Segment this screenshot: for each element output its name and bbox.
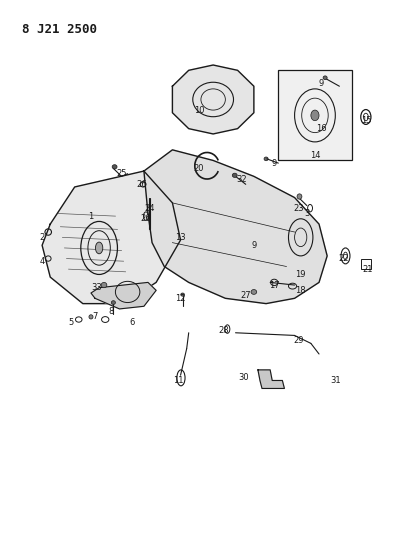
Text: 31: 31 [329, 376, 340, 385]
Text: 11: 11 [173, 376, 183, 385]
Text: 1: 1 [88, 212, 93, 221]
Text: 23: 23 [292, 204, 303, 213]
Text: 30: 30 [238, 373, 248, 382]
Text: 9: 9 [318, 79, 323, 88]
Ellipse shape [89, 315, 93, 319]
Text: 3: 3 [303, 209, 309, 218]
Ellipse shape [101, 282, 107, 288]
Text: 16: 16 [315, 124, 326, 133]
Polygon shape [257, 370, 284, 389]
Text: 20: 20 [193, 164, 204, 173]
Ellipse shape [112, 165, 117, 169]
Ellipse shape [310, 110, 318, 120]
Text: 6: 6 [129, 318, 134, 327]
Ellipse shape [250, 289, 256, 294]
Text: 24: 24 [144, 204, 155, 213]
Ellipse shape [180, 293, 184, 296]
Ellipse shape [296, 194, 301, 199]
Text: 13: 13 [175, 233, 185, 242]
Text: 21: 21 [362, 265, 372, 273]
Text: 28: 28 [218, 326, 228, 335]
Polygon shape [144, 150, 326, 304]
Text: 19: 19 [295, 270, 305, 279]
Text: 25: 25 [116, 169, 126, 178]
Text: 5: 5 [68, 318, 73, 327]
Text: 8 J21 2500: 8 J21 2500 [22, 22, 97, 36]
Text: 32: 32 [236, 174, 246, 183]
Ellipse shape [322, 76, 326, 79]
Polygon shape [172, 65, 253, 134]
Text: 15: 15 [360, 116, 370, 125]
Ellipse shape [263, 157, 267, 161]
Ellipse shape [95, 242, 103, 254]
Ellipse shape [232, 173, 236, 177]
Polygon shape [91, 282, 156, 309]
Bar [278, 70, 351, 160]
Text: 14: 14 [309, 151, 319, 160]
Text: 18: 18 [294, 286, 305, 295]
Text: 27: 27 [240, 291, 250, 300]
Text: 9: 9 [271, 159, 276, 167]
Text: 26: 26 [140, 214, 151, 223]
Text: 4: 4 [39, 257, 45, 265]
Text: 22: 22 [337, 254, 348, 263]
Text: 9: 9 [251, 241, 256, 250]
Text: 33: 33 [92, 283, 102, 292]
Text: 2: 2 [39, 233, 45, 242]
Text: 12: 12 [175, 294, 185, 303]
Text: 10: 10 [193, 106, 204, 115]
Polygon shape [42, 171, 180, 304]
Text: 8: 8 [108, 307, 114, 316]
Text: 17: 17 [268, 280, 279, 289]
Text: 29: 29 [293, 336, 303, 345]
Text: 7: 7 [92, 312, 97, 321]
Text: 26: 26 [136, 180, 147, 189]
Ellipse shape [111, 301, 115, 304]
